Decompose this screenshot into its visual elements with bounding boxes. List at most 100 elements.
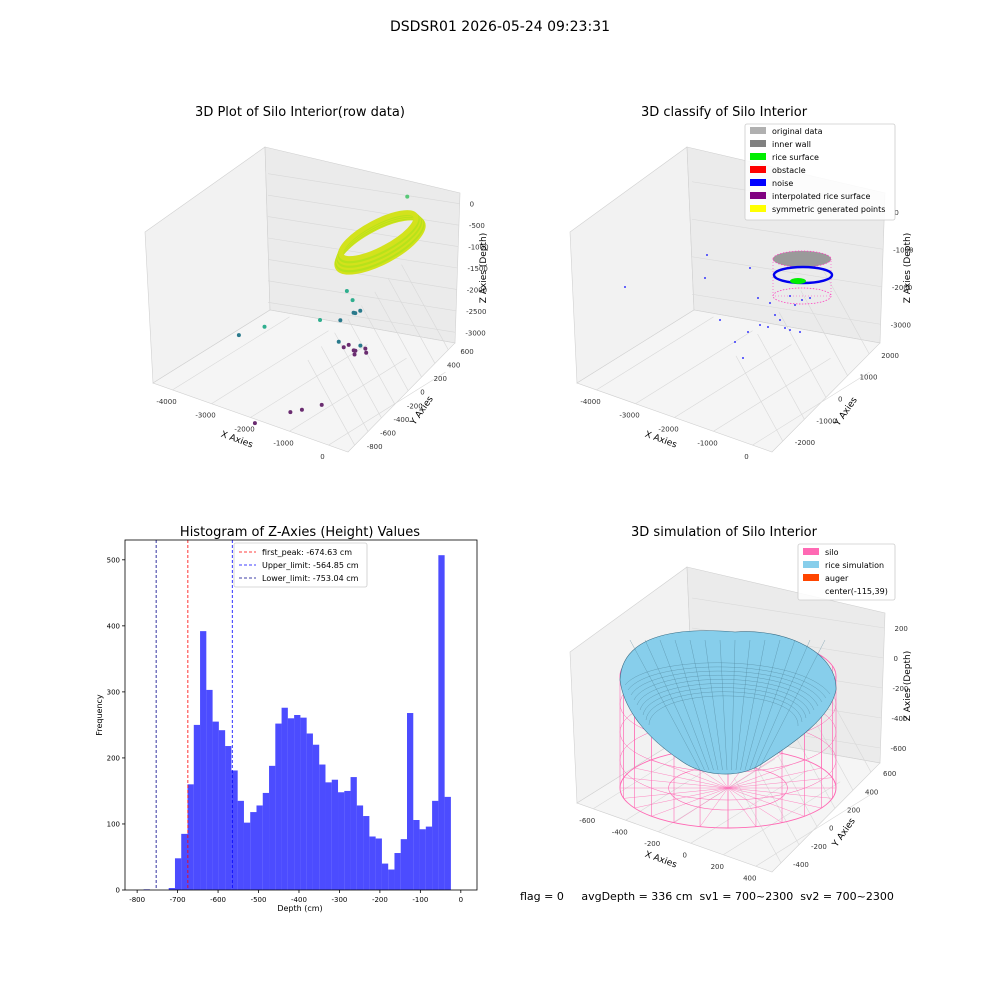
histogram-x-tick-label: -100 — [412, 896, 428, 904]
histogram-bar — [407, 713, 414, 890]
plot2-noise-point — [801, 299, 803, 301]
plot4-y-tick-label: 600 — [883, 770, 896, 778]
plot4-rice-surface — [619, 630, 837, 775]
histogram-bars — [143, 555, 451, 890]
plot2-z-tick-label: 0 — [894, 209, 898, 217]
plot1-data-point — [288, 410, 293, 415]
plot-classify: 3D classify of Silo Interior -4000 -3000 -… — [569, 105, 913, 461]
plot2-legend-label: rice surface — [772, 153, 819, 162]
plot2-noise-point — [779, 319, 781, 321]
plot1-x-tick-label: -3000 — [195, 412, 215, 420]
plot2-z-tick-label: -1000 — [893, 246, 913, 254]
histogram-bar — [312, 744, 320, 890]
histogram-bar — [419, 829, 426, 890]
plot2-legend-label: inner wall — [772, 140, 811, 149]
plot1-data-point — [318, 317, 323, 322]
plot1-data-point — [236, 333, 241, 338]
plot2-noise-point — [704, 277, 706, 279]
plot1-y-tick-label: 0 — [420, 389, 424, 397]
plot2-noise-point — [747, 331, 749, 333]
histogram-bar — [218, 730, 226, 890]
plot2-cyl-side — [772, 258, 832, 297]
plot1-data-point — [341, 345, 346, 350]
histogram-bar — [369, 836, 376, 890]
histogram-bar — [237, 800, 244, 890]
histogram-bar — [394, 853, 401, 890]
histogram-bar — [187, 784, 194, 890]
plot1-data-point — [319, 402, 324, 407]
histogram-bar — [344, 790, 351, 890]
plot1-data-point — [262, 324, 267, 329]
plot3-title: Histogram of Z-Axies (Height) Values — [180, 525, 420, 540]
plot1-data-point — [338, 318, 343, 323]
plot1-data-point — [358, 343, 363, 348]
plot1-y-tick-label: -800 — [367, 443, 383, 451]
histogram-bar — [275, 723, 282, 890]
histogram-x-tick-label: -400 — [291, 896, 307, 904]
plot1-x-tick-label: -2000 — [234, 426, 254, 434]
plot3-xlabel: Depth (cm) — [277, 904, 322, 913]
plot2-legend-label: noise — [772, 179, 793, 188]
plot1-data-point — [350, 298, 355, 303]
histogram-bar — [438, 555, 445, 890]
histogram-x-tick-label: -700 — [170, 896, 186, 904]
plot4-x-tick-label: 200 — [711, 863, 724, 871]
plot4-legend-label: center(-115,39) — [825, 587, 888, 596]
plot1-x-tick-label: -1000 — [273, 439, 293, 447]
histogram-bar — [200, 631, 207, 890]
plot2-legend: original data inner wall rice surface obsta… — [744, 123, 896, 221]
plot1-y-tick-label: 400 — [447, 361, 460, 369]
plot3-ylabel: Frequency — [95, 694, 104, 736]
histogram-bar — [338, 792, 345, 890]
plot2-legend-swatch — [750, 179, 766, 186]
histogram-bar — [250, 812, 257, 890]
histogram-bar — [231, 770, 238, 890]
plot2-noise-point — [757, 297, 759, 299]
plot2-y-tick-label: 0 — [838, 396, 842, 404]
plot4-x-tick-label: -600 — [579, 817, 595, 825]
plot2-title: 3D classify of Silo Interior — [641, 105, 808, 120]
plot4-y-tick-label: 0 — [829, 825, 833, 833]
plot-simulation: 3D simulation of Silo Interior -600 -400 -… — [569, 525, 913, 882]
plot1-data-point — [336, 339, 341, 344]
plot1-data-point — [353, 311, 358, 316]
histogram-bar — [206, 689, 213, 890]
histogram-bar — [363, 816, 370, 890]
figure-suptitle: DSDSR01 2026-05-24 09:23:31 — [390, 19, 610, 35]
histogram-bar — [319, 764, 326, 890]
plot2-inner-wall-cylinder — [772, 250, 834, 305]
plot2-noise-point — [719, 319, 721, 321]
plot1-y-tick-label: 200 — [434, 375, 447, 383]
plot1-y-tick-label: 600 — [460, 348, 473, 356]
histogram-y-tick-label: 200 — [107, 754, 120, 762]
plot4-legend-swatch — [803, 574, 819, 581]
plot1-surface-ring — [334, 210, 426, 275]
histogram-bar — [381, 863, 389, 890]
plot1-y-tick-label: -400 — [393, 416, 409, 424]
histogram-bar — [350, 777, 357, 890]
plot2-noise-point — [789, 329, 791, 331]
histogram-y-tick-label: 500 — [107, 556, 120, 564]
plot4-legend-label: silo — [825, 548, 839, 557]
plot2-noise-point — [769, 302, 771, 304]
plot2-noise-point — [742, 357, 744, 359]
histogram-bar — [181, 833, 188, 890]
plot2-y-tick-label: -2000 — [795, 439, 815, 447]
histogram-bar — [331, 779, 339, 890]
plot2-legend-label: interpolated rice surface — [772, 192, 870, 201]
plot2-noise-point — [759, 324, 761, 326]
plot2-cyl-bottom — [772, 287, 832, 305]
histogram-y-tick-label: 400 — [107, 622, 120, 630]
plot1-data-point — [405, 194, 410, 199]
plot2-rice-surface — [790, 278, 806, 284]
plot4-legend: silo rice simulation auger center(-115,39) — [797, 543, 896, 601]
plot2-legend-label: obstacle — [772, 166, 806, 175]
plot2-legend-swatch — [750, 153, 766, 160]
plot1-y-tick-label: -600 — [380, 430, 396, 438]
histogram-bar — [425, 826, 433, 890]
plot2-legend-swatch — [750, 205, 766, 212]
plot2-y-tick-label: 2000 — [881, 352, 899, 360]
histogram-frame — [124, 539, 478, 891]
plot2-legend-swatch — [750, 166, 766, 173]
